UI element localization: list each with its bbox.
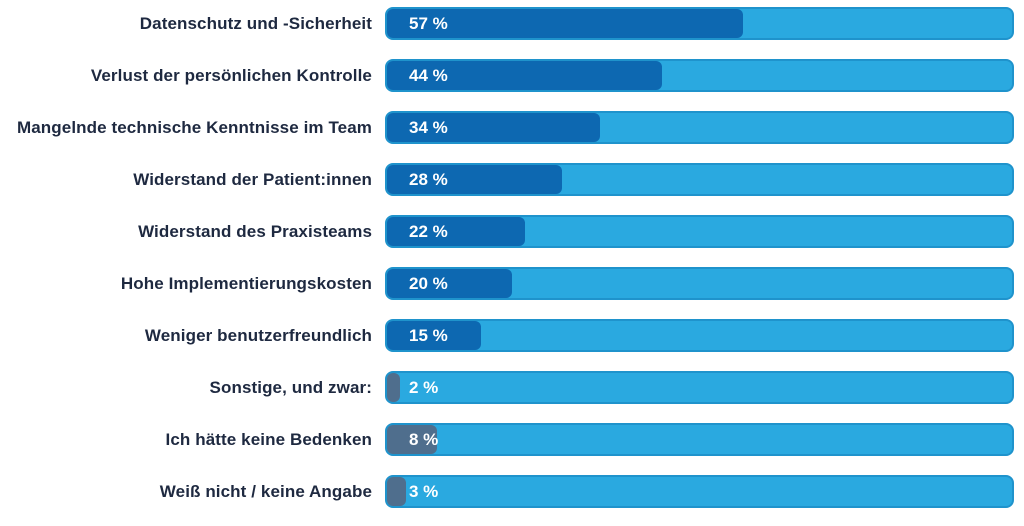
bar-fill — [387, 9, 744, 38]
value-label: 15 % — [409, 325, 448, 345]
category-label: Widerstand des Praxisteams — [138, 221, 372, 241]
value-label: 57 % — [409, 13, 448, 33]
value-label: 28 % — [409, 169, 448, 189]
category-label: Hohe Implementierungskosten — [120, 273, 372, 293]
value-label: 22 % — [409, 221, 448, 241]
bar-fill — [387, 113, 600, 142]
bar-track: 2 % — [385, 371, 1014, 404]
bar-fill — [387, 217, 525, 246]
bar-track: 15 % — [385, 319, 1014, 352]
category-label: Sonstige, und zwar: — [209, 377, 372, 397]
chart-row: Sonstige, und zwar: 2 % — [0, 371, 1014, 404]
category-label: Widerstand der Patient:innen — [133, 169, 372, 189]
bar-track: 44 % — [385, 59, 1014, 92]
bar-fill — [387, 425, 437, 454]
value-label: 8 % — [409, 429, 439, 449]
chart-row: Ich hätte keine Bedenken 8 % — [0, 423, 1014, 456]
bar-fill — [387, 373, 400, 402]
bar-fill — [387, 477, 406, 506]
bar-track: 22 % — [385, 215, 1014, 248]
bar-fill — [387, 321, 481, 350]
bar-track: 57 % — [385, 7, 1014, 40]
barriers-bar-chart: Datenschutz und -Sicherheit 57 % Verlust… — [0, 7, 1014, 508]
chart-row: Weniger benutzerfreundlich 15 % — [0, 319, 1014, 352]
chart-row: Widerstand der Patient:innen 28 % — [0, 163, 1014, 196]
bar-track: 34 % — [385, 111, 1014, 144]
chart-row: Widerstand des Praxisteams 22 % — [0, 215, 1014, 248]
chart-row: Hohe Implementierungskosten 20 % — [0, 267, 1014, 300]
bar-track: 20 % — [385, 267, 1014, 300]
chart-row: Weiß nicht / keine Angabe 3 % — [0, 475, 1014, 508]
category-label: Mangelnde technische Kenntnisse im Team — [16, 117, 372, 137]
bar-track: 3 % — [385, 475, 1014, 508]
value-label: 3 % — [409, 481, 439, 501]
bar-fill — [387, 61, 662, 90]
category-label: Ich hätte keine Bedenken — [165, 429, 372, 449]
value-label: 2 % — [409, 377, 439, 397]
bar-fill — [387, 269, 512, 298]
chart-row: Verlust der persönlichen Kontrolle 44 % — [0, 59, 1014, 92]
category-label: Verlust der persönlichen Kontrolle — [90, 65, 372, 85]
category-label: Weiß nicht / keine Angabe — [159, 481, 372, 501]
value-label: 44 % — [409, 65, 448, 85]
bar-fill — [387, 165, 562, 194]
category-label: Weniger benutzerfreundlich — [144, 325, 372, 345]
bar-track: 28 % — [385, 163, 1014, 196]
value-label: 34 % — [409, 117, 448, 137]
chart-row: Datenschutz und -Sicherheit 57 % — [0, 7, 1014, 40]
value-label: 20 % — [409, 273, 448, 293]
bar-track: 8 % — [385, 423, 1014, 456]
chart-row: Mangelnde technische Kenntnisse im Team … — [0, 111, 1014, 144]
category-label: Datenschutz und -Sicherheit — [139, 13, 372, 33]
